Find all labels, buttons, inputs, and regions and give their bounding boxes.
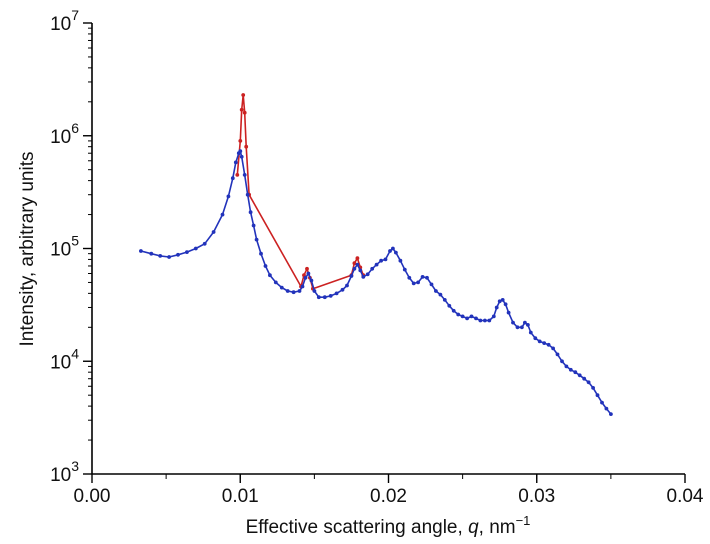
y-tick-label-exponent: 3 (71, 458, 79, 474)
data-point (239, 107, 244, 112)
series-line (236, 94, 365, 290)
x-tick-label: 0.03 (518, 486, 555, 507)
data-point (242, 110, 247, 115)
y-tick-label-exponent: 7 (71, 7, 79, 23)
x-tick-label: 0.02 (370, 486, 407, 507)
x-axis-title: Effective scattering angle, q, nm−1 (246, 513, 531, 538)
y-tick-label: 107 (50, 7, 79, 35)
y-tick-label-base: 10 (50, 127, 71, 148)
axes (91, 23, 685, 475)
y-tick-label-base: 10 (50, 14, 71, 35)
data-point (235, 173, 240, 177)
y-tick-label-exponent: 4 (71, 345, 79, 361)
y-tick-label: 105 (50, 233, 79, 261)
data-point (244, 144, 249, 149)
data-point (352, 261, 357, 266)
data-point (355, 256, 360, 261)
series-line (140, 150, 612, 415)
y-tick-label: 103 (50, 458, 79, 486)
x-axis-title-unit-exponent: −1 (516, 513, 531, 528)
x-tick-label: 0.00 (74, 486, 111, 507)
x-axis-title-main: Effective scattering angle, (246, 517, 469, 538)
axis-ticks (83, 22, 686, 483)
y-tick-label-base: 10 (50, 240, 71, 261)
data-series (139, 93, 613, 416)
data-point (238, 139, 243, 143)
data-point (241, 93, 246, 97)
y-tick-label: 104 (50, 345, 79, 373)
y-axis-title: Intensity, arbitrary units (17, 151, 38, 346)
x-axis-title-variable: q (468, 517, 479, 538)
data-point (305, 266, 309, 271)
y-tick-label-exponent: 5 (71, 233, 79, 249)
x-axis-title-unit: , nm (479, 517, 516, 538)
x-tick-label: 0.04 (667, 486, 704, 507)
x-tick-label: 0.01 (222, 486, 259, 507)
y-tick-label: 106 (50, 120, 79, 148)
y-tick-label-base: 10 (50, 465, 71, 486)
y-tick-label-exponent: 6 (71, 120, 79, 136)
y-tick-label-base: 10 (50, 352, 71, 373)
